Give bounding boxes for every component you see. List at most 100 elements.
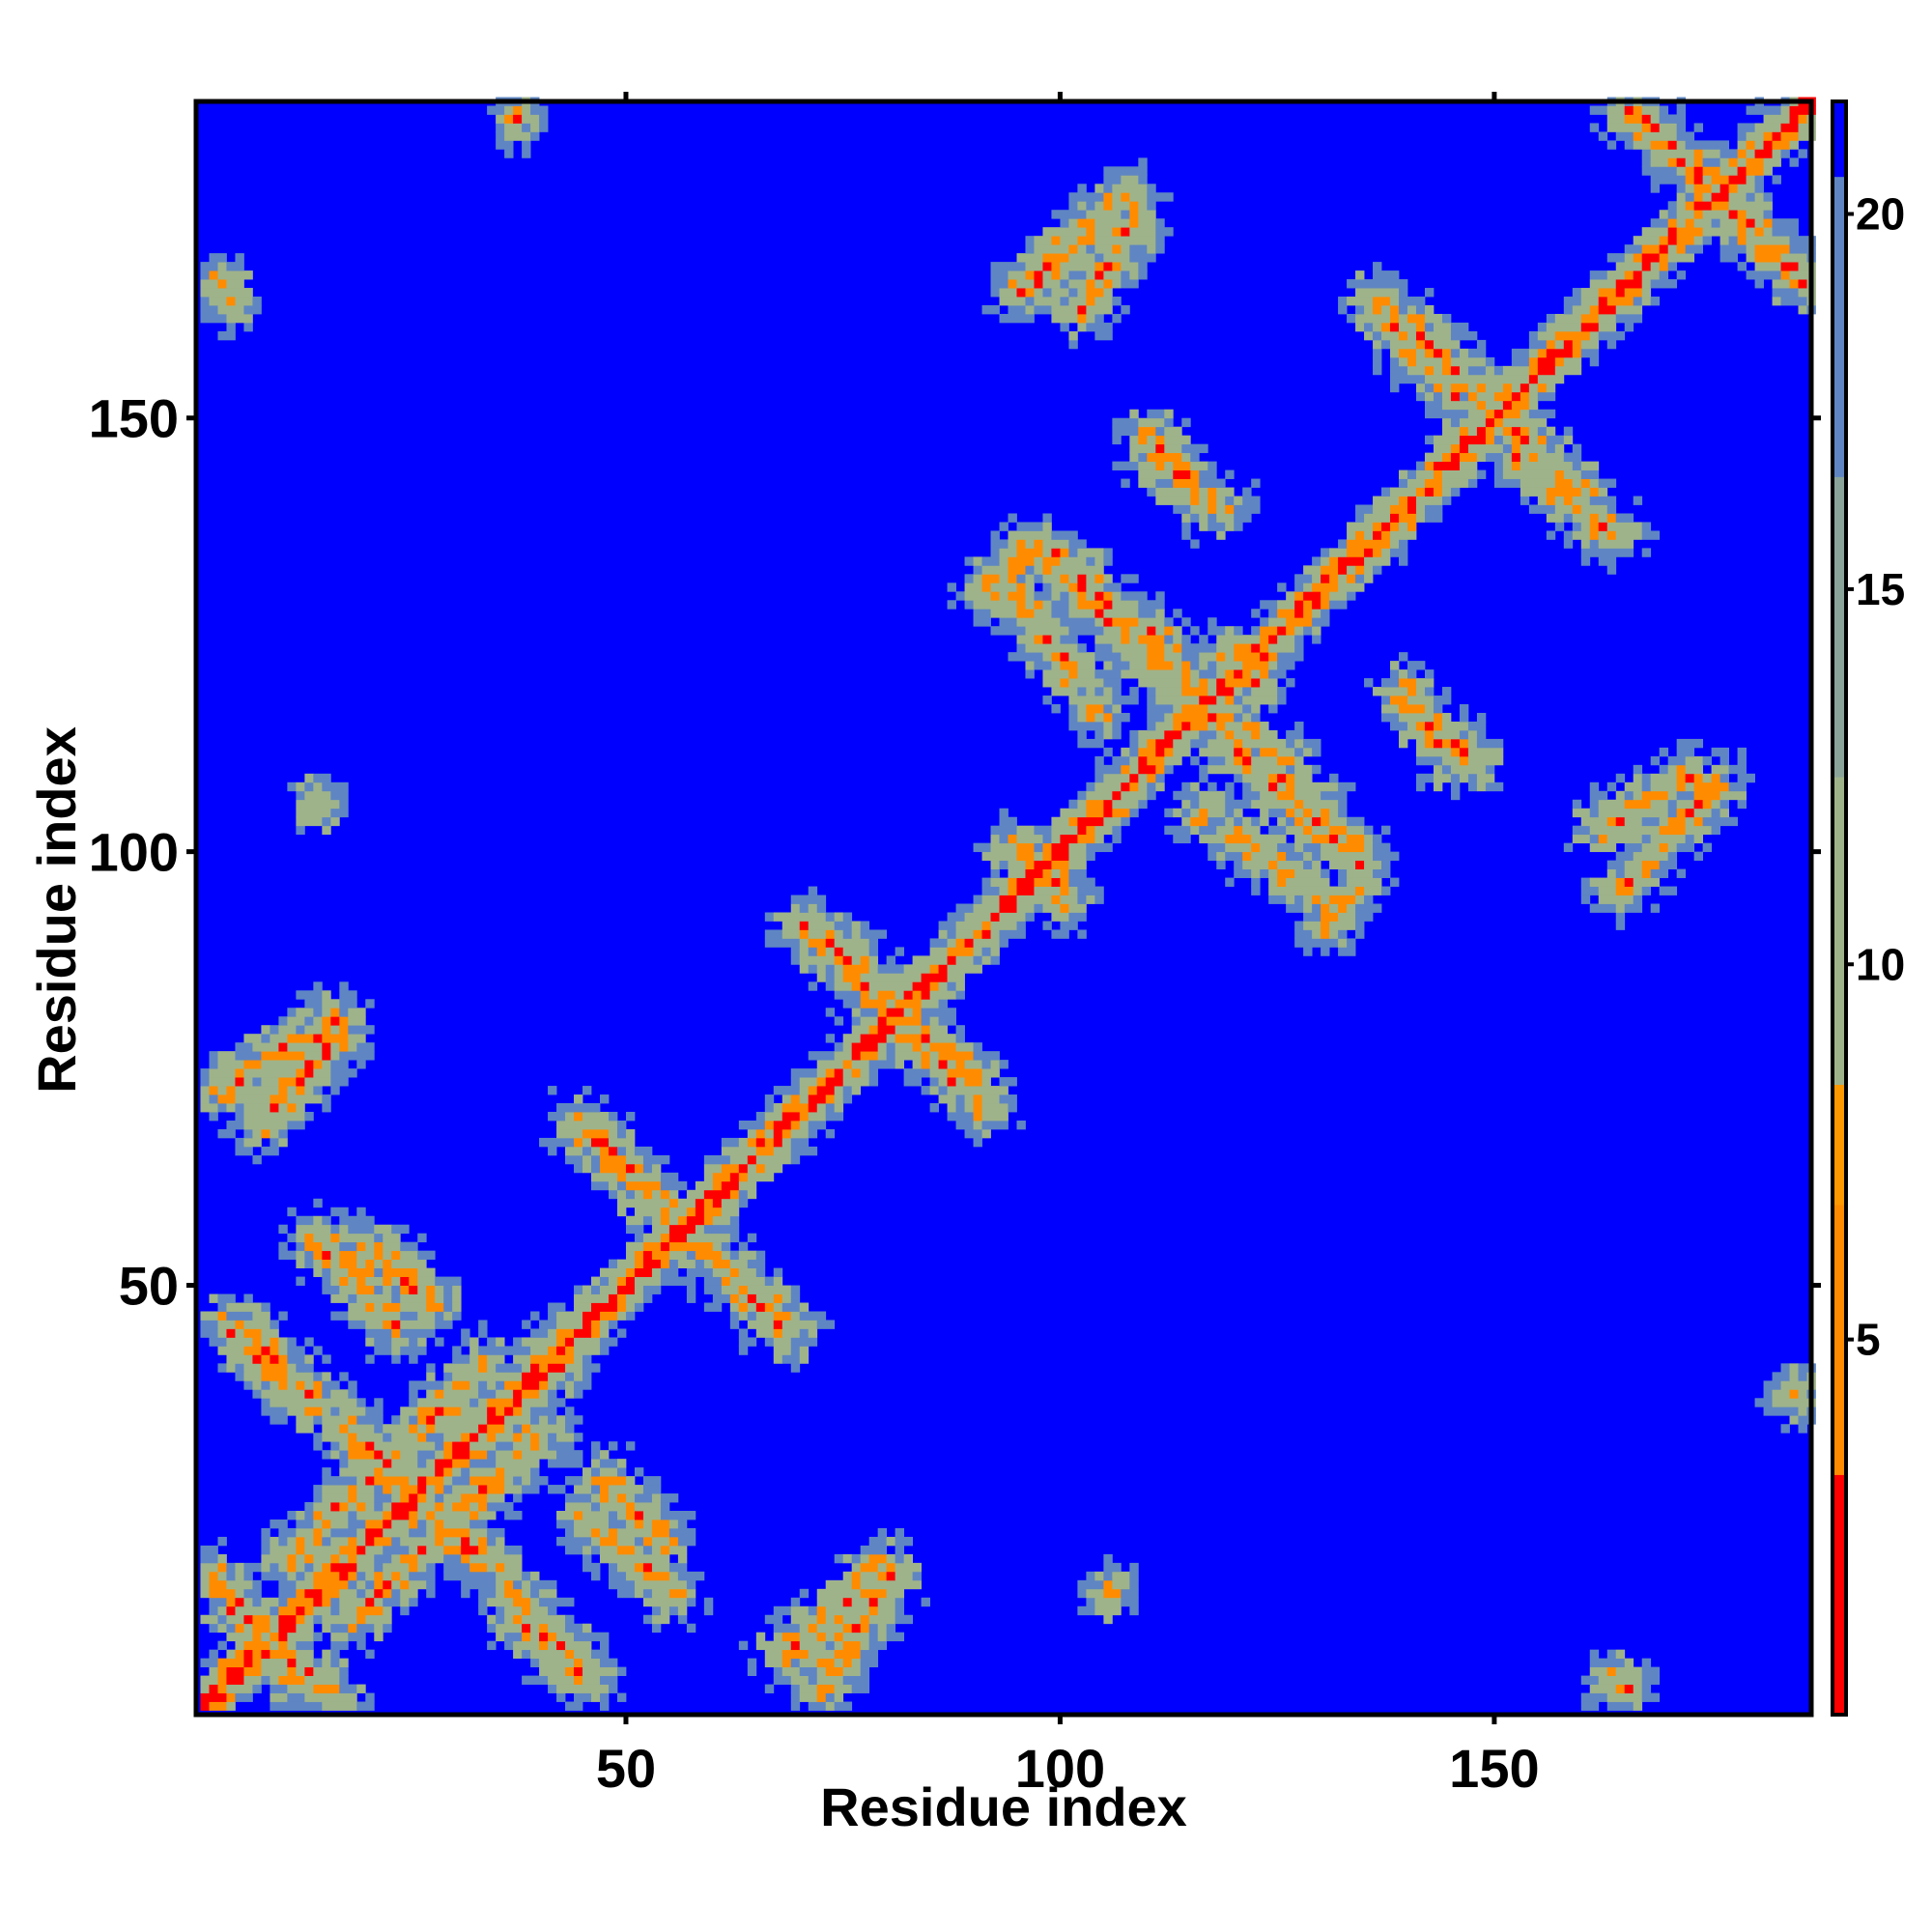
heatmap-cell <box>808 947 818 956</box>
heatmap-cell <box>799 1623 810 1634</box>
heatmap-cell <box>243 1111 305 1122</box>
heatmap-cell <box>1424 409 1469 419</box>
heatmap-cell <box>287 781 297 792</box>
heatmap-cell <box>1225 781 1235 792</box>
heatmap-cell <box>1589 478 1600 488</box>
heatmap-cell <box>955 1120 974 1130</box>
heatmap-cell <box>1086 799 1104 810</box>
heatmap-cell <box>1719 790 1747 801</box>
heatmap-cell <box>1467 738 1478 749</box>
heatmap-cell <box>1528 391 1539 402</box>
heatmap-cell <box>1399 304 1408 315</box>
heatmap-cell <box>1520 426 1530 437</box>
heatmap-cell <box>1424 669 1435 679</box>
heatmap-cell <box>929 981 939 991</box>
heatmap-cell <box>217 270 253 280</box>
heatmap-cell <box>487 1450 497 1460</box>
heatmap-cell <box>1641 270 1661 280</box>
heatmap-cell <box>668 1545 688 1555</box>
heatmap-cell <box>1580 816 1608 827</box>
heatmap-cell <box>1433 721 1443 731</box>
heatmap-cell <box>1754 149 1773 158</box>
heatmap-cell <box>513 1649 523 1660</box>
heatmap-cell <box>417 1233 427 1243</box>
heatmap-cell <box>1667 799 1678 810</box>
heatmap-cell <box>304 1571 314 1581</box>
heatmap-cell <box>729 1302 740 1312</box>
heatmap-cell <box>1719 253 1738 263</box>
heatmap-cell <box>1685 244 1704 254</box>
heatmap-cell <box>1181 669 1191 679</box>
heatmap-cell <box>755 1328 775 1338</box>
heatmap-cell <box>1667 227 1678 237</box>
heatmap-cell <box>1251 747 1261 757</box>
heatmap-cell <box>461 1579 497 1590</box>
heatmap-cell <box>981 1128 991 1139</box>
heatmap-cell <box>886 1042 896 1052</box>
heatmap-cell <box>1528 426 1539 437</box>
heatmap-cell <box>574 1666 583 1676</box>
heatmap-cell <box>348 1267 375 1277</box>
heatmap-cell <box>981 565 1009 575</box>
heatmap-cell <box>921 973 948 982</box>
heatmap-cell <box>582 1111 610 1122</box>
heatmap-cell <box>1476 339 1487 350</box>
heatmap-cell <box>1338 912 1356 922</box>
heatmap-cell <box>1329 825 1348 836</box>
heatmap-cell <box>1051 288 1069 298</box>
heatmap-cell <box>642 1154 670 1165</box>
heatmap-cell <box>973 1137 982 1148</box>
heatmap-cell <box>964 1060 982 1069</box>
heatmap-cell <box>1493 435 1504 445</box>
heatmap-cell <box>947 955 956 965</box>
heatmap-cell <box>374 1346 392 1355</box>
heatmap-cell <box>374 1398 384 1407</box>
heatmap-cell <box>270 1354 279 1364</box>
heatmap-cell <box>330 1406 340 1416</box>
heatmap-cell <box>729 1189 740 1200</box>
heatmap-cell <box>981 895 1000 904</box>
heatmap-cell <box>1685 781 1695 792</box>
heatmap-cell <box>1147 781 1156 792</box>
heatmap-cell <box>1138 435 1148 445</box>
heatmap-cell <box>217 1320 236 1329</box>
heatmap-cell <box>1094 687 1104 696</box>
heatmap-cell <box>235 1363 244 1373</box>
heatmap-cell <box>1485 356 1495 367</box>
heatmap-cell <box>1103 548 1113 557</box>
heatmap-cell <box>1103 192 1113 202</box>
heatmap-cell <box>574 1302 592 1312</box>
heatmap-cell <box>1485 426 1495 437</box>
heatmap-cell <box>1780 1380 1816 1390</box>
heatmap-cell <box>1719 149 1738 158</box>
heatmap-cell <box>764 1163 783 1174</box>
heatmap-cell <box>1294 643 1304 653</box>
heatmap-cell <box>313 1527 323 1538</box>
heatmap-cell <box>990 262 1026 271</box>
heatmap-cell <box>1659 236 1669 245</box>
heatmap-cell <box>1051 842 1069 853</box>
heatmap-cell <box>1216 513 1235 523</box>
heatmap-cell <box>808 1649 836 1660</box>
heatmap-cell <box>1086 322 1113 332</box>
heatmap-cell <box>877 1623 888 1634</box>
heatmap-cell <box>1234 626 1243 636</box>
heatmap-cell <box>886 1588 905 1599</box>
heatmap-cell <box>365 1328 392 1338</box>
heatmap-cell <box>1485 409 1495 419</box>
heatmap-cell <box>1112 834 1122 844</box>
heatmap-cell <box>1190 755 1200 766</box>
heatmap-cell <box>868 1640 888 1651</box>
heatmap-cell <box>990 877 1009 887</box>
heatmap-cell <box>565 1154 583 1165</box>
heatmap-cell <box>322 1259 331 1269</box>
heatmap-cell <box>1580 548 1634 557</box>
heatmap-cell <box>330 1649 340 1660</box>
heatmap-cell <box>877 1632 888 1642</box>
heatmap-cell <box>1563 339 1574 350</box>
heatmap-cell <box>1693 799 1704 810</box>
heatmap-cell <box>1086 1571 1095 1581</box>
heatmap-cell <box>1364 565 1374 575</box>
heatmap-cell <box>374 1485 384 1494</box>
heatmap-cell <box>1633 270 1643 280</box>
